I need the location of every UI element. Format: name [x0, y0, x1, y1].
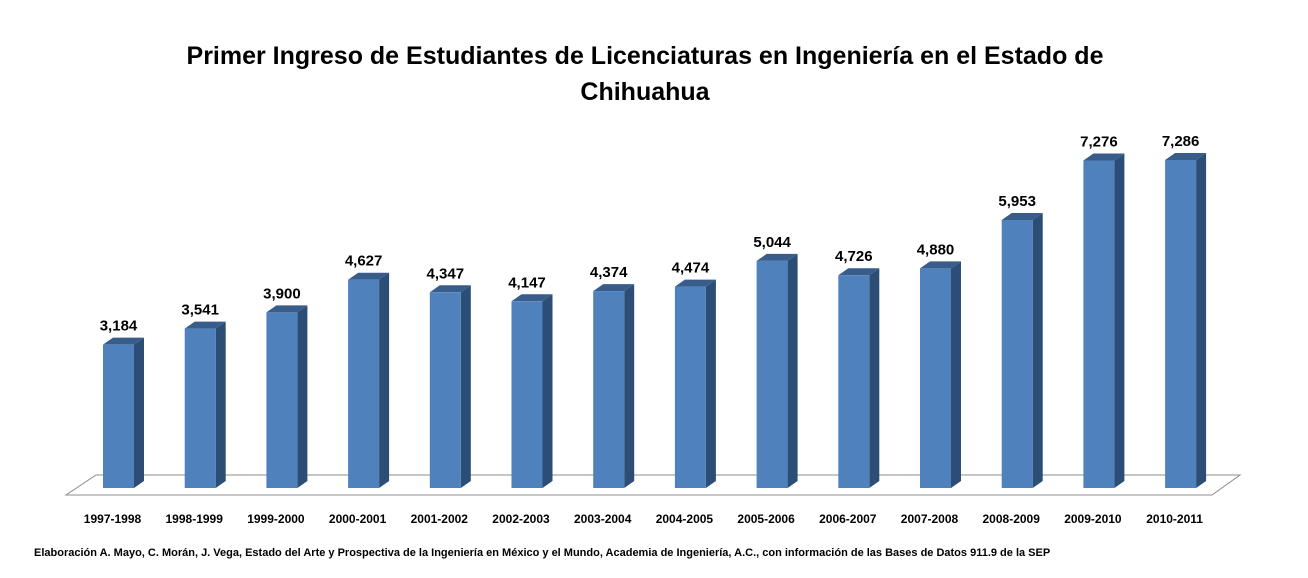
data-label: 4,374 [590, 264, 628, 281]
data-label: 3,541 [181, 302, 219, 319]
bar-top [593, 284, 635, 292]
bar-front [1001, 220, 1033, 488]
x-tick-label: 2008-2009 [983, 512, 1041, 526]
x-tick-label: 2007-2008 [901, 512, 959, 526]
bar-front [348, 279, 380, 488]
bar-side [1196, 153, 1207, 488]
bar-side [705, 279, 716, 488]
bar-2005-2006 [756, 253, 798, 488]
bar-side [869, 268, 880, 488]
data-label: 5,044 [753, 234, 791, 251]
data-label: 4,880 [917, 241, 955, 258]
bar-side [134, 337, 144, 488]
bar-side [951, 261, 961, 488]
bar-top [1001, 213, 1043, 221]
data-label: 4,147 [508, 274, 546, 291]
data-labels: 3,184 3,541 3,900 4,627 4,347 4,147 4,374 4,474… [100, 133, 1200, 335]
bar-2002-2003 [511, 294, 553, 488]
data-label: 3,900 [263, 285, 301, 302]
data-label: 4,627 [345, 253, 383, 270]
x-tick-label: 2002-2003 [492, 512, 550, 526]
bar-2008-2009 [1001, 213, 1043, 488]
bar-top [756, 253, 798, 261]
bar-front [266, 312, 298, 488]
bar-front [593, 291, 625, 488]
bar-side [624, 284, 635, 488]
bar-top [429, 285, 471, 293]
bar-top [348, 272, 390, 280]
bar-top [266, 305, 308, 313]
x-tick-label: 2003-2004 [574, 512, 632, 526]
bar-front [674, 286, 706, 488]
bar-side [1032, 213, 1043, 488]
x-tick-label: 2000-2001 [329, 512, 387, 526]
data-label: 4,726 [835, 248, 873, 265]
bar-front [920, 268, 951, 488]
x-tick-label: 2004-2005 [656, 512, 714, 526]
bar-top [103, 337, 144, 345]
bar-1997-1998 [103, 337, 144, 488]
bar-side [1114, 153, 1125, 488]
x-tick-label: 1997-1998 [84, 512, 142, 526]
bar-1998-1999 [184, 321, 226, 488]
data-label: 4,474 [672, 260, 710, 277]
bar-front [756, 260, 788, 488]
source-note: Elaboración A. Mayo, C. Morán, J. Vega, … [34, 547, 1051, 559]
bar-side [460, 285, 471, 488]
bar-side [542, 294, 553, 488]
bar-side [379, 272, 390, 488]
bar-side [215, 321, 226, 488]
bar-2007-2008 [920, 261, 961, 488]
data-label: 5,953 [998, 193, 1036, 210]
bar-series [103, 153, 1207, 488]
bar-side [787, 253, 798, 488]
bar-front [103, 344, 134, 488]
bar-top [1165, 153, 1207, 160]
x-tick-label: 2010-2011 [1146, 512, 1203, 526]
bar-2006-2007 [838, 268, 880, 488]
bar-front [838, 275, 870, 488]
bar-2001-2002 [429, 285, 471, 488]
bar-2004-2005 [674, 279, 716, 488]
x-tick-label: 2001-2002 [411, 512, 469, 526]
x-axis-tick-labels: 1997-1998 1998-1999 1999-2000 2000-2001 2001… [84, 512, 1203, 526]
x-tick-label: 1999-2000 [247, 512, 305, 526]
data-label: 3,184 [100, 318, 138, 335]
bar-1999-2000 [266, 305, 308, 488]
bar-2000-2001 [348, 272, 390, 488]
data-label: 7,276 [1080, 133, 1118, 150]
bar-top [838, 268, 880, 276]
bar-2009-2010 [1083, 153, 1125, 488]
bar-front [511, 301, 543, 488]
bar-2003-2004 [593, 284, 635, 488]
bar-front [429, 292, 461, 488]
data-label: 7,286 [1162, 133, 1200, 150]
bar-front [1165, 160, 1197, 488]
bar-top [920, 261, 961, 269]
x-tick-label: 2005-2006 [737, 512, 795, 526]
bar-top [511, 294, 553, 302]
bar-2010-2011 [1165, 153, 1207, 488]
bar-front [1083, 160, 1115, 488]
bar-top [184, 321, 226, 329]
chart-floor [64, 474, 1242, 496]
x-tick-label: 1998-1999 [166, 512, 224, 526]
x-tick-label: 2006-2007 [819, 512, 877, 526]
x-tick-label: 2009-2010 [1064, 512, 1122, 526]
bar-side [297, 305, 308, 488]
data-label: 4,347 [427, 265, 465, 282]
bar-top [674, 279, 716, 287]
bar-front [184, 328, 216, 488]
chart-title: Primer Ingreso de Estudiantes de Licenci… [186, 42, 1104, 106]
bar-top [1083, 153, 1125, 161]
